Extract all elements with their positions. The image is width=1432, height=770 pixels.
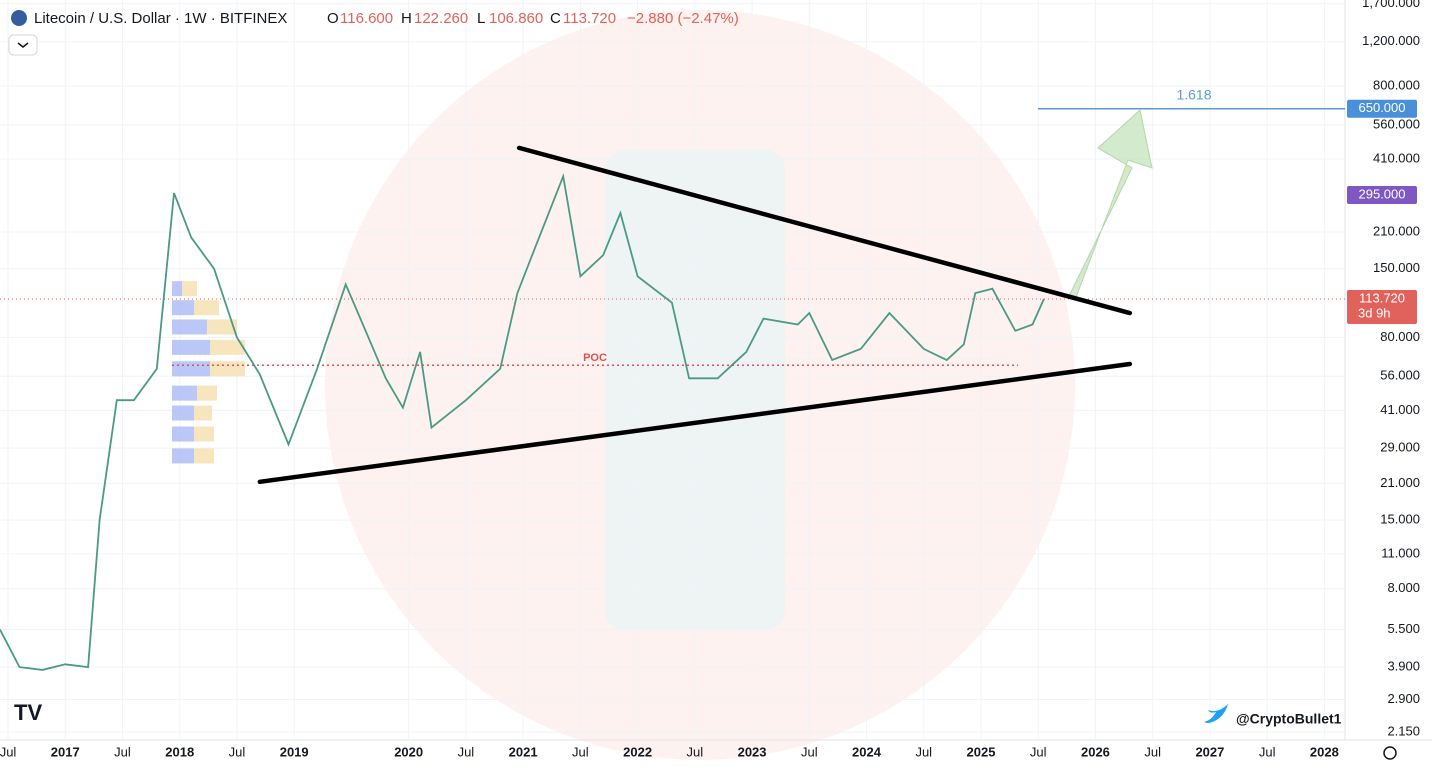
price-line xyxy=(0,172,1045,671)
x-tick-label: 2019 xyxy=(280,744,309,759)
volume-up xyxy=(172,319,207,335)
volume-down xyxy=(210,361,245,377)
x-tick-label: 2027 xyxy=(1195,744,1224,759)
x-tick-label: 2020 xyxy=(394,744,423,759)
x-tick-label: Jul xyxy=(1030,744,1047,759)
tv-logo: TV xyxy=(14,700,42,725)
symbol: Litecoin / U.S. Dollar · 1W · BITFINEX xyxy=(34,10,287,27)
watermark-handle: @CryptoBullet1 xyxy=(1236,711,1342,727)
price-tag xyxy=(1347,99,1417,118)
y-tick-label: 5.500 xyxy=(1387,621,1420,636)
y-tick-label: 41.000 xyxy=(1380,402,1420,417)
collapse-button[interactable] xyxy=(8,34,38,56)
x-tick-label: Jul xyxy=(1259,744,1276,759)
y-tick-label: 21.000 xyxy=(1380,475,1420,490)
ohlc-label: L xyxy=(477,10,485,27)
ohlc-label: C xyxy=(550,10,561,27)
x-tick-label: 2023 xyxy=(738,744,767,759)
twitter-icon xyxy=(1204,704,1228,723)
y-tick-label: 800.000 xyxy=(1373,77,1420,92)
price-tag-label: 113.720 xyxy=(1359,290,1405,305)
y-tick-label: 1,200.000 xyxy=(1362,33,1420,48)
volume-up xyxy=(172,385,197,401)
volume-up xyxy=(172,300,194,316)
volume-down xyxy=(210,339,245,355)
price-tag xyxy=(1347,289,1417,324)
x-tick-label: Jul xyxy=(915,744,932,759)
poc-label: POC xyxy=(583,352,607,364)
y-tick-label: 29.000 xyxy=(1380,440,1420,455)
volume-down xyxy=(194,448,214,464)
price-tag-label: 295.000 xyxy=(1359,186,1406,201)
y-tick-label: 11.000 xyxy=(1381,545,1420,560)
x-tick-label: Jul xyxy=(801,744,818,759)
volume-up xyxy=(172,339,210,355)
volume-down xyxy=(207,319,237,335)
y-tick-label: 410.000 xyxy=(1373,150,1420,165)
volume-down xyxy=(194,426,214,442)
fib-label: 1.618 xyxy=(1176,86,1211,102)
volume-up xyxy=(172,281,182,297)
y-tick-label: 1,700.000 xyxy=(1362,0,1420,10)
x-tick-label: Jul xyxy=(0,744,16,759)
coin-icon xyxy=(11,10,27,26)
x-tick-label: 2017 xyxy=(51,744,80,759)
x-tick-label: Jul xyxy=(687,744,704,759)
x-tick-label: 2025 xyxy=(967,744,996,759)
trendline xyxy=(257,361,1133,485)
x-tick-label: 2026 xyxy=(1081,744,1110,759)
ohlc-value: 116.600 xyxy=(340,10,393,27)
volume-up xyxy=(172,448,194,464)
y-tick-label: 2.150 xyxy=(1387,724,1420,739)
x-tick-label: 2021 xyxy=(509,744,538,759)
ohlc-label: H xyxy=(401,10,412,27)
chevron-icon xyxy=(17,42,29,48)
ohlc-label: O xyxy=(327,10,339,27)
volume-down xyxy=(194,300,219,316)
ohlc-value: 106.860 xyxy=(489,10,543,27)
volume-down xyxy=(194,405,212,421)
volume-up xyxy=(172,361,210,377)
x-tick-label: 2022 xyxy=(623,744,652,759)
volume-up xyxy=(172,405,194,421)
x-tick-label: Jul xyxy=(1144,744,1161,759)
x-tick-label: Jul xyxy=(572,744,589,759)
y-tick-label: 80.000 xyxy=(1380,329,1420,344)
trendline xyxy=(516,145,1133,316)
volume-down xyxy=(182,281,197,297)
target-arrow xyxy=(1067,109,1153,301)
settings-icon[interactable] xyxy=(1383,746,1397,760)
y-tick-label: 2.900 xyxy=(1387,691,1420,706)
volume-up xyxy=(172,426,194,442)
x-tick-label: Jul xyxy=(229,744,246,759)
price-tag-label: 650.000 xyxy=(1359,100,1406,115)
x-tick-label: Jul xyxy=(114,744,131,759)
ohlc-value: 122.260 xyxy=(414,10,468,27)
y-tick-label: 560.000 xyxy=(1373,116,1420,131)
y-tick-label: 210.000 xyxy=(1373,223,1420,238)
x-tick-label: 2024 xyxy=(852,744,882,759)
y-tick-label: 150.000 xyxy=(1373,260,1420,275)
x-tick-label: 2018 xyxy=(165,744,194,759)
y-tick-label: 15.000 xyxy=(1380,512,1420,527)
volume-down xyxy=(197,385,217,401)
y-tick-label: 56.000 xyxy=(1380,368,1420,383)
y-tick-label: 3.900 xyxy=(1387,659,1420,674)
price-tag xyxy=(1347,185,1417,204)
change: −2.880 (−2.47%) xyxy=(627,10,739,27)
x-tick-label: 2028 xyxy=(1310,744,1339,759)
y-tick-label: 8.000 xyxy=(1387,580,1420,595)
ohlc-value: 113.720 xyxy=(563,10,616,27)
x-tick-label: Jul xyxy=(458,744,475,759)
countdown: 3d 9h xyxy=(1358,305,1391,320)
